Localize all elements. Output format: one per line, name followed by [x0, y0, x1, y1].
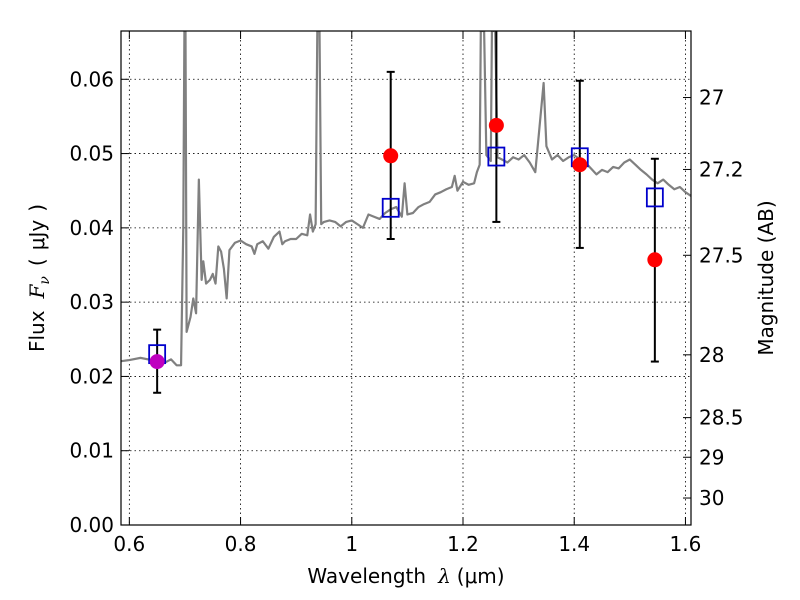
model-point — [487, 146, 506, 167]
x-tick-label: 1.6 — [670, 532, 702, 556]
magnitude-tick-label: 29 — [699, 445, 724, 469]
x-tick-label: 1.4 — [558, 532, 590, 556]
spectrum-series — [121, 31, 691, 367]
y-tick-label: 0.00 — [69, 513, 114, 537]
model-point — [381, 197, 400, 218]
observed-point — [383, 148, 399, 164]
magnitude-tick-label: 27.2 — [699, 157, 744, 181]
observed-photometry-series — [149, 117, 663, 370]
magnitude-axis-title: Magnitude (AB) — [754, 200, 778, 355]
magnitude-tick-label: 27.5 — [699, 243, 744, 267]
x-tick-label: 1 — [345, 532, 358, 556]
magnitude-tick-label: 30 — [699, 486, 724, 510]
y-axis-title: FluxFν(μJy) — [25, 204, 53, 352]
magnitude-tick-label: 28 — [699, 343, 724, 367]
observed-point — [572, 157, 588, 173]
x-axis-ticks: 0.6 0.8 1 1.2 1.4 1.6 — [113, 31, 701, 556]
y-axis-ticks: 0.00 0.01 0.02 0.03 0.04 0.05 0.06 — [69, 67, 129, 537]
model-point — [645, 187, 664, 208]
y-tick-label: 0.02 — [69, 364, 114, 388]
magnitude-axis-ticks: 27 27.2 27.5 28 28.5 29 30 — [683, 86, 744, 510]
x-tick-label: 0.6 — [113, 532, 145, 556]
observed-point — [149, 354, 165, 370]
y-tick-label: 0.06 — [69, 67, 114, 91]
magnitude-tick-label: 27 — [699, 86, 724, 110]
magnitude-tick-label: 28.5 — [699, 406, 744, 430]
y-tick-label: 0.03 — [69, 290, 114, 314]
x-axis-title: Wavelength λ (μm) — [307, 564, 504, 588]
x-tick-label: 0.8 — [225, 532, 257, 556]
y-tick-label: 0.01 — [69, 439, 114, 463]
y-tick-label: 0.04 — [69, 216, 114, 240]
observed-point — [488, 117, 504, 133]
y-tick-label: 0.05 — [69, 142, 114, 166]
plot-frame — [120, 30, 692, 526]
grid — [121, 31, 691, 525]
spectrum-line — [121, 31, 691, 367]
observed-point — [647, 252, 663, 268]
x-tick-label: 1.2 — [447, 532, 479, 556]
